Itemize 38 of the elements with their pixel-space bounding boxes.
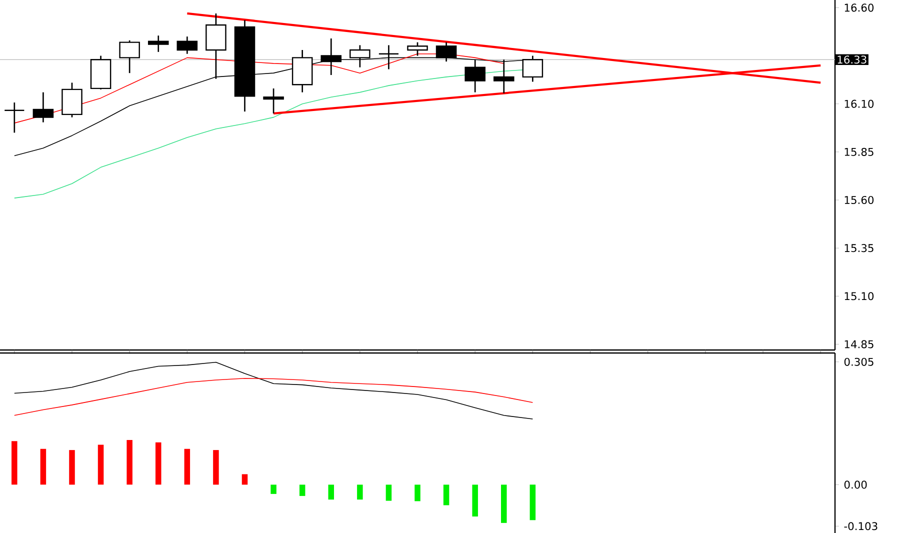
bar (98, 444, 104, 485)
y-tick-label: 14.85 (844, 340, 874, 348)
ref-line-label: 16.33 (838, 56, 866, 64)
bar (69, 450, 75, 485)
bar (155, 442, 162, 485)
y-tick-label: -0.103 (844, 522, 878, 530)
bar (242, 474, 248, 485)
y-tick-label: 16.60 (844, 4, 874, 12)
bar (184, 448, 190, 485)
bar (501, 484, 507, 523)
bar (530, 484, 536, 520)
candlestick (148, 34, 169, 53)
candlestick (263, 88, 284, 114)
bar (12, 441, 18, 485)
line-series (14, 362, 534, 420)
bar (472, 484, 478, 516)
y-tick-label: 15.60 (844, 196, 874, 204)
candlestick (4, 102, 25, 134)
y-tick-label: 16.10 (844, 100, 874, 108)
candlestick (119, 40, 140, 74)
candlestick (176, 36, 198, 55)
y-tick-label: 15.10 (844, 292, 874, 300)
bar (270, 484, 276, 494)
bar (357, 484, 363, 500)
line-series (14, 378, 534, 416)
bar (299, 484, 306, 496)
bar (386, 484, 392, 501)
bar (443, 484, 450, 506)
candlestick (32, 92, 54, 123)
bar (414, 484, 420, 502)
y-tick-label: 0.00 (844, 480, 867, 489)
bar (40, 448, 46, 485)
y-tick-label: 15.35 (844, 244, 874, 252)
bar (126, 440, 132, 485)
bar (213, 450, 219, 485)
y-tick-label: 15.85 (844, 148, 874, 156)
bar (328, 484, 334, 500)
y-tick-label: 0.305 (844, 358, 874, 366)
